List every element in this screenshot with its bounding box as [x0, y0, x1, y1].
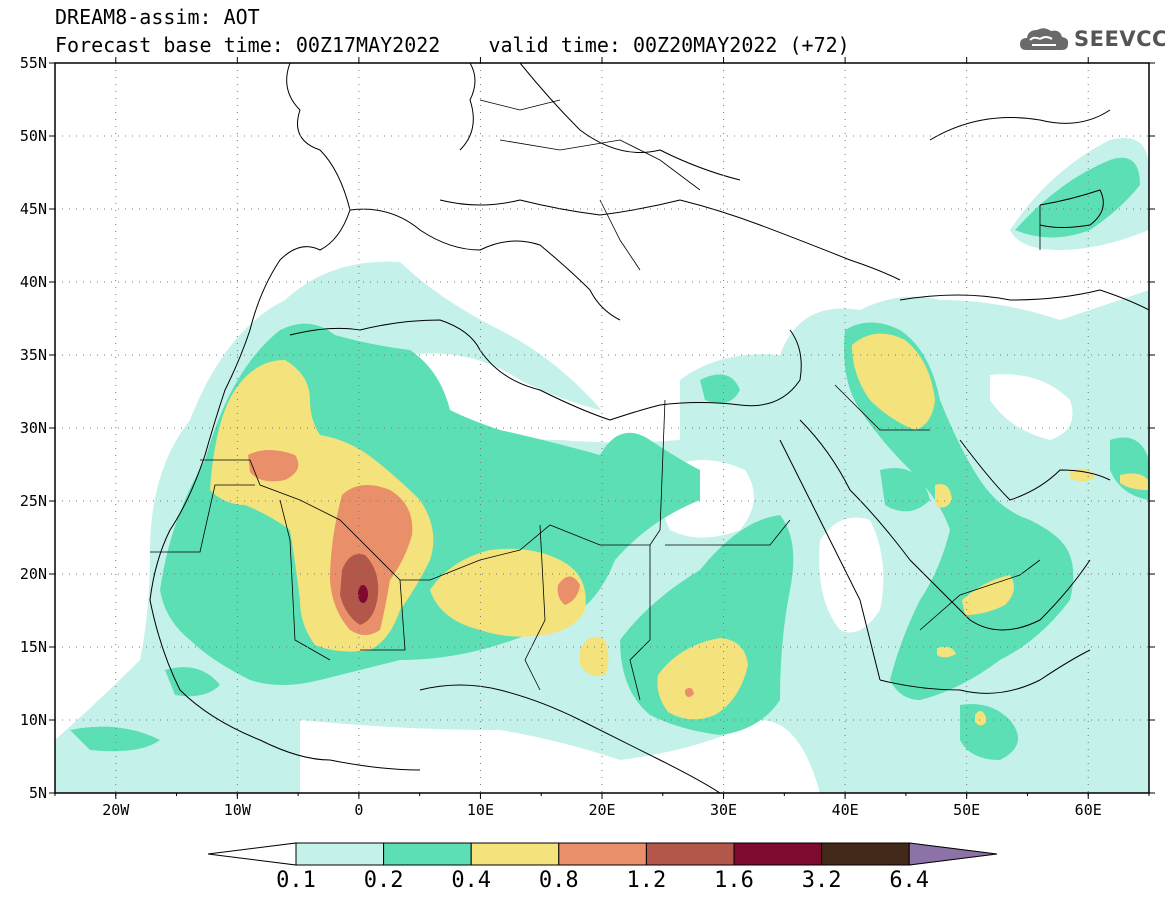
map-grid	[55, 63, 1149, 793]
lat-label: 25N	[20, 492, 47, 510]
lat-label: 40N	[20, 273, 47, 291]
map-title: DREAM8-assim: AOT	[55, 5, 260, 29]
lat-label: 50N	[20, 127, 47, 145]
lat-label: 55N	[20, 54, 47, 72]
colorbar-label: 0.1	[276, 868, 316, 893]
coastlines	[149, 63, 1149, 793]
colorbar-label: 3.2	[802, 868, 842, 893]
lat-label: 15N	[20, 638, 47, 656]
colorbar-over-arrow	[908, 842, 998, 866]
lon-label: 60E	[1075, 801, 1102, 819]
colorbar-segment	[383, 842, 472, 866]
colorbar-segment	[733, 842, 823, 866]
logo-text: SEEVCCC	[1074, 27, 1165, 51]
colorbar-label: 6.4	[889, 868, 929, 893]
lat-label: 35N	[20, 346, 47, 364]
cloud-icon	[1020, 28, 1069, 50]
colorbar-label: 1.2	[627, 868, 667, 893]
map-axes: 55N 50N 45N 40N 35N 30N 25N 20N 15N 10N 5N 20W 10W 0 1…	[20, 54, 1155, 819]
colorbar-label: 1.6	[714, 868, 754, 893]
lon-label: 20E	[588, 801, 615, 819]
colorbar-segment	[558, 842, 647, 866]
colorbar-under-arrow	[207, 842, 297, 866]
colorbar-segment	[645, 842, 735, 866]
colorbar-segment	[470, 842, 560, 866]
lat-label: 30N	[20, 419, 47, 437]
lon-label: 50E	[953, 801, 980, 819]
aot-level-1-6	[358, 585, 368, 603]
lat-label: 20N	[20, 565, 47, 583]
colorbar-label: 0.2	[364, 868, 404, 893]
lat-label: 5N	[29, 784, 47, 802]
seevccc-logo: SEEVCCC	[1018, 24, 1165, 54]
lat-label: 10N	[20, 711, 47, 729]
forecast-times: Forecast base time: 00Z17MAY2022 valid t…	[55, 33, 850, 57]
lon-label: 0	[354, 801, 363, 819]
lon-label: 40E	[832, 801, 859, 819]
lon-label: 10E	[467, 801, 494, 819]
lon-label: 10W	[224, 801, 252, 819]
lon-label: 30E	[710, 801, 737, 819]
country-borders	[150, 99, 1041, 701]
colorbar-label: 0.8	[539, 868, 579, 893]
colorbar-segment	[821, 842, 910, 866]
colorbar: 0.1 0.2 0.4 0.8 1.2 1.6 3.2 6.4	[207, 842, 998, 893]
aot-field	[55, 138, 1149, 793]
colorbar-segment	[295, 842, 385, 866]
lat-label: 45N	[20, 200, 47, 218]
lon-label: 20W	[102, 801, 130, 819]
colorbar-label: 0.4	[451, 868, 491, 893]
